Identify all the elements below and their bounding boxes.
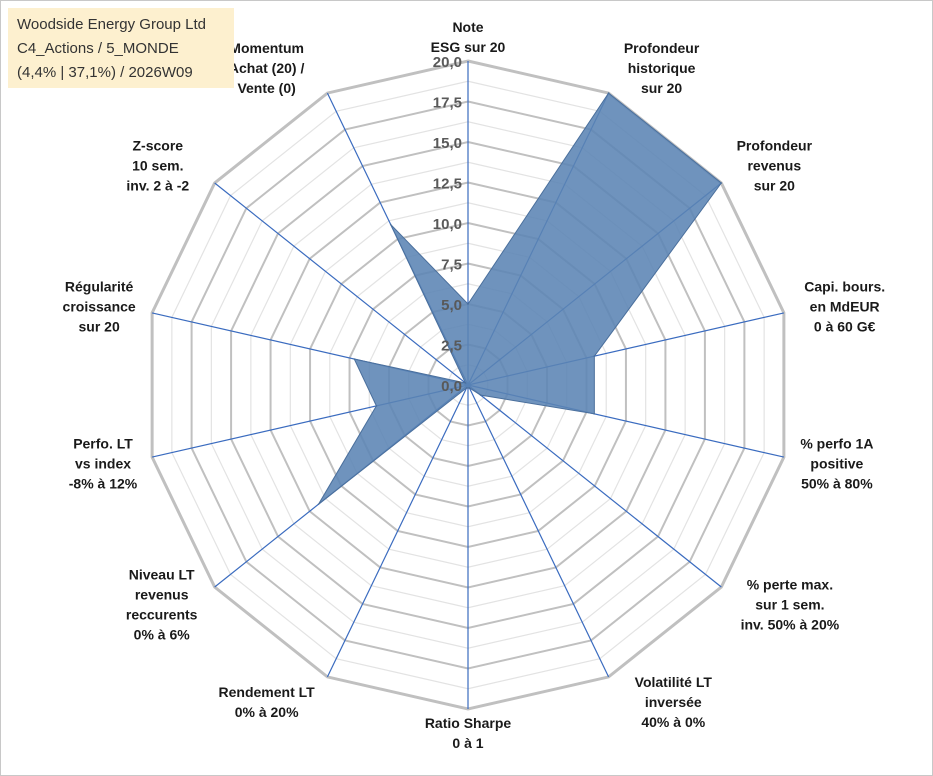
data-point — [593, 355, 596, 357]
data-point — [464, 382, 467, 384]
axis-label: % perfo 1A positive 50% à 80% — [800, 435, 873, 491]
axis-label: Rendement LT 0% à 20% — [219, 684, 316, 720]
tick-label: 15,0 — [433, 135, 462, 152]
tick-label: 17,5 — [433, 95, 462, 112]
data-point — [375, 405, 378, 407]
axis-spoke — [214, 182, 469, 386]
axis-label: Niveau LT revenus reccurents 0% à 6% — [126, 566, 198, 642]
data-point — [353, 358, 356, 360]
axis-label: Note ESG sur 20 — [431, 19, 506, 55]
stats-week: (4,4% | 37,1%) / 2026W09 — [17, 64, 193, 81]
axis-label: Perfo. LT vs index -8% à 12% — [69, 435, 138, 491]
axis-label: Ratio Sharpe 0 à 1 — [425, 715, 512, 751]
radial-tick-labels: 0,0 2,5 5,0 7,5 10,0 12,5 15,0 17,5 20,0 — [433, 54, 462, 395]
tick-label: 2,5 — [441, 338, 462, 355]
tick-label: 0,0 — [441, 378, 462, 395]
data-point — [317, 503, 320, 505]
data-series — [317, 92, 723, 505]
tick-label: 20,0 — [433, 54, 462, 71]
data-point — [479, 394, 482, 396]
info-box: Woodside Energy Group Ltd C4_Actions / 5… — [8, 8, 234, 88]
data-point — [467, 387, 469, 390]
axis-label: Capi. bours. en MdEUR 0 à 60 G€ — [804, 279, 885, 335]
axis-label: Momentum Achat (20) / Vente (0) — [229, 40, 305, 96]
axis-spoke — [326, 384, 469, 678]
portfolio-category: C4_Actions / 5_MONDE — [17, 40, 179, 57]
data-point — [607, 92, 610, 94]
tick-label: 10,0 — [433, 216, 462, 233]
data-point — [465, 387, 468, 389]
data-point — [389, 223, 392, 226]
axis-label: % perte max. sur 1 sem. inv. 50% à 20% — [741, 576, 840, 632]
data-point — [468, 387, 471, 389]
tick-label: 5,0 — [441, 297, 462, 314]
data-point — [467, 303, 469, 305]
axis-label: Profondeur historique sur 20 — [624, 40, 700, 96]
axis-spoke — [467, 384, 610, 678]
company-name: Woodside Energy Group Ltd — [17, 16, 207, 33]
tick-label: 7,5 — [441, 257, 462, 274]
axis-labels: Note ESG sur 20 Profondeur historique sur 20… — [63, 19, 886, 751]
tick-label: 12,5 — [433, 176, 462, 193]
axis-spoke — [467, 384, 722, 588]
axis-label: Volatilité LT inversée 40% à 0% — [635, 674, 713, 730]
data-point — [720, 182, 723, 184]
axis-label: Régularité croissance sur 20 — [63, 279, 136, 335]
axis-label: Z-score 10 sem. inv. 2 à -2 — [126, 138, 189, 194]
axis-label: Profondeur revenus sur 20 — [737, 138, 813, 194]
data-point — [593, 413, 596, 415]
